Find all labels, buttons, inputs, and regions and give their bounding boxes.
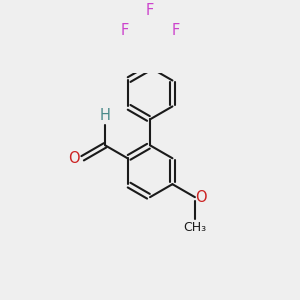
Text: F: F <box>120 23 129 38</box>
Text: H: H <box>100 108 110 123</box>
Text: O: O <box>68 151 80 166</box>
Text: F: F <box>171 23 180 38</box>
Text: F: F <box>146 3 154 18</box>
Text: O: O <box>196 190 207 205</box>
Text: CH₃: CH₃ <box>183 221 206 234</box>
